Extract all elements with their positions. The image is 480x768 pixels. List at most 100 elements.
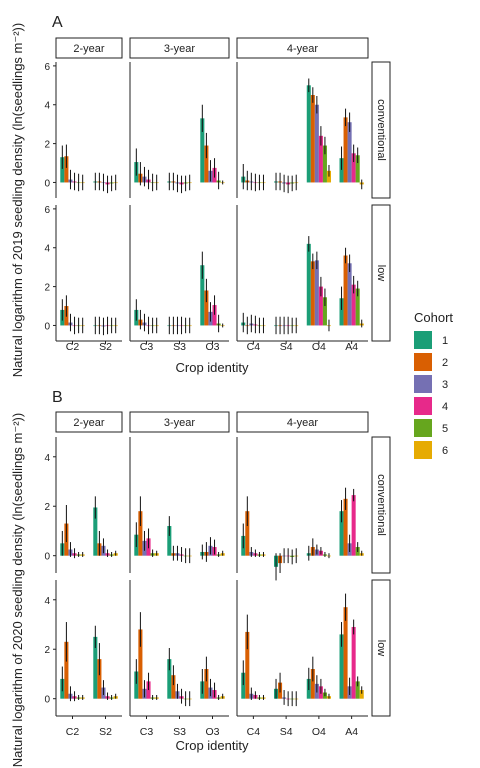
bar-A4-cohort-5 [355,681,360,699]
facet-strip-4-year [236,411,369,433]
y-tick-label: 0 [44,178,50,189]
facet-panel [236,62,364,198]
y-axis-title: Natural logarithm of 2019 seedling densi… [10,23,25,377]
bar-C3-cohort-2 [138,629,143,699]
panel-label: B [52,389,63,406]
bar-A4-cohort-1 [339,634,344,699]
legend-key-6 [414,441,432,459]
x-tick-label: C2 [66,341,80,353]
facet-panel [129,62,225,198]
bar-C2-cohort-2 [64,156,69,183]
facet-panel [129,437,225,573]
bar-C4-cohort-1 [241,672,246,699]
facet-panel: C3 S3 O3 [129,205,229,353]
facet-strip-label: conventional [375,99,387,161]
x-tick-label: S2 [99,341,112,353]
y-tick-label: 4 [44,453,50,464]
bar-O3-cohort-2 [204,669,209,699]
legend-label: 2 [442,357,448,369]
y-tick-label: 6 [44,62,50,73]
facet-strip-4-year [236,37,369,59]
bar-S2-cohort-1 [93,636,98,699]
bar-O4-cohort-1 [306,243,311,326]
bar-O4-cohort-4 [318,135,323,183]
x-tick-label: S3 [173,341,186,353]
facet-strip-conventional [371,436,391,574]
bar-A4-cohort-4 [351,495,356,556]
legend-title: Cohort [414,310,453,325]
x-tick-label: O3 [205,726,219,738]
facet-strip-label: 4-year [287,43,319,55]
bar-S2-cohort-2 [97,659,102,699]
bar-A4-cohort-3 [347,263,352,326]
bar-A4-cohort-5 [355,155,360,183]
facet-strip-low [371,204,391,342]
facet-panel: C4 S4 O4 A4 [236,580,368,738]
bar-C2-cohort-2 [64,641,69,699]
legend-key-5 [414,419,432,437]
bar-S2-cohort-1 [93,507,98,556]
subfigure-B: B Natural logarithm of 2020 seedling dens… [10,389,391,767]
bar-A4-cohort-2 [343,607,348,699]
legend-key-3 [414,375,432,393]
x-tick-label: C3 [140,341,154,353]
bar-O3-cohort-2 [204,290,209,326]
bar-S3-cohort-1 [167,526,172,556]
legend: Cohort 1 2 3 4 5 6 [414,310,453,459]
bar-A4-cohort-1 [339,158,344,183]
facet-strip-label: 2-year [73,43,105,55]
facet-strip-label: 3-year [164,417,196,429]
bar-O4-cohort-3 [314,260,319,326]
legend-label: 3 [442,379,448,391]
facet-strip-label: conventional [375,474,387,536]
bar-A4-cohort-6 [359,690,364,699]
facet-strip-conventional [371,61,391,199]
facet-panel: 0 2 4 [44,437,118,573]
bar-A4-cohort-4 [351,284,356,326]
y-tick-label: 4 [44,244,50,255]
bar-A4-cohort-3 [347,122,352,183]
facet-strip-label: 3-year [164,43,196,55]
panel-label: A [52,14,63,31]
y-tick-label: 2 [44,140,50,151]
facet-panel: 0 2 4 C2 S2 [44,580,122,738]
subfigure-A: A Natural logarithm of 2019 seedling dens… [10,14,391,377]
x-tick-label: C4 [247,341,261,353]
facet-panel: 0 2 4 6 C2 S2 [44,205,122,353]
bar-A4-cohort-2 [343,117,348,183]
bar-C3-cohort-1 [134,671,139,699]
facet-strip-label: low [375,265,387,282]
bar-O3-cohort-4 [212,305,217,326]
y-tick-label: 4 [44,596,50,607]
x-tick-label: O4 [312,726,326,738]
bar-A4-cohort-5 [355,288,360,326]
facet-panel: C4 S4 O4 A4 [236,205,368,353]
bar-A4-cohort-2 [343,498,348,556]
facet-panel [236,437,364,581]
legend-label: 4 [442,401,448,413]
facet-strip-2-year [55,411,123,433]
legend-key-2 [414,353,432,371]
x-axis-title: Crop identity [176,360,249,375]
y-tick-label: 0 [44,695,50,706]
facet-strip-2-year [55,37,123,59]
bar-A4-cohort-2 [343,255,348,326]
y-axis-title: Natural logarithm of 2020 seedling densi… [10,413,25,767]
bar-O4-cohort-2 [310,669,315,699]
bar-C4-cohort-2 [245,631,250,699]
x-tick-label: S4 [280,726,293,738]
facet-strip-label: 2-year [73,417,105,429]
x-tick-label: A4 [345,726,358,738]
bar-S3-cohort-2 [171,675,176,699]
legend-label: 5 [442,423,448,435]
x-tick-label: C3 [140,726,154,738]
y-tick-label: 0 [44,321,50,332]
bar-O3-cohort-1 [200,118,205,183]
x-tick-label: A4 [345,341,358,353]
legend-key-1 [414,331,432,349]
legend-label: 6 [442,445,448,457]
bar-O4-cohort-3 [314,104,319,183]
bar-O4-cohort-2 [310,95,315,183]
y-tick-label: 2 [44,645,50,656]
